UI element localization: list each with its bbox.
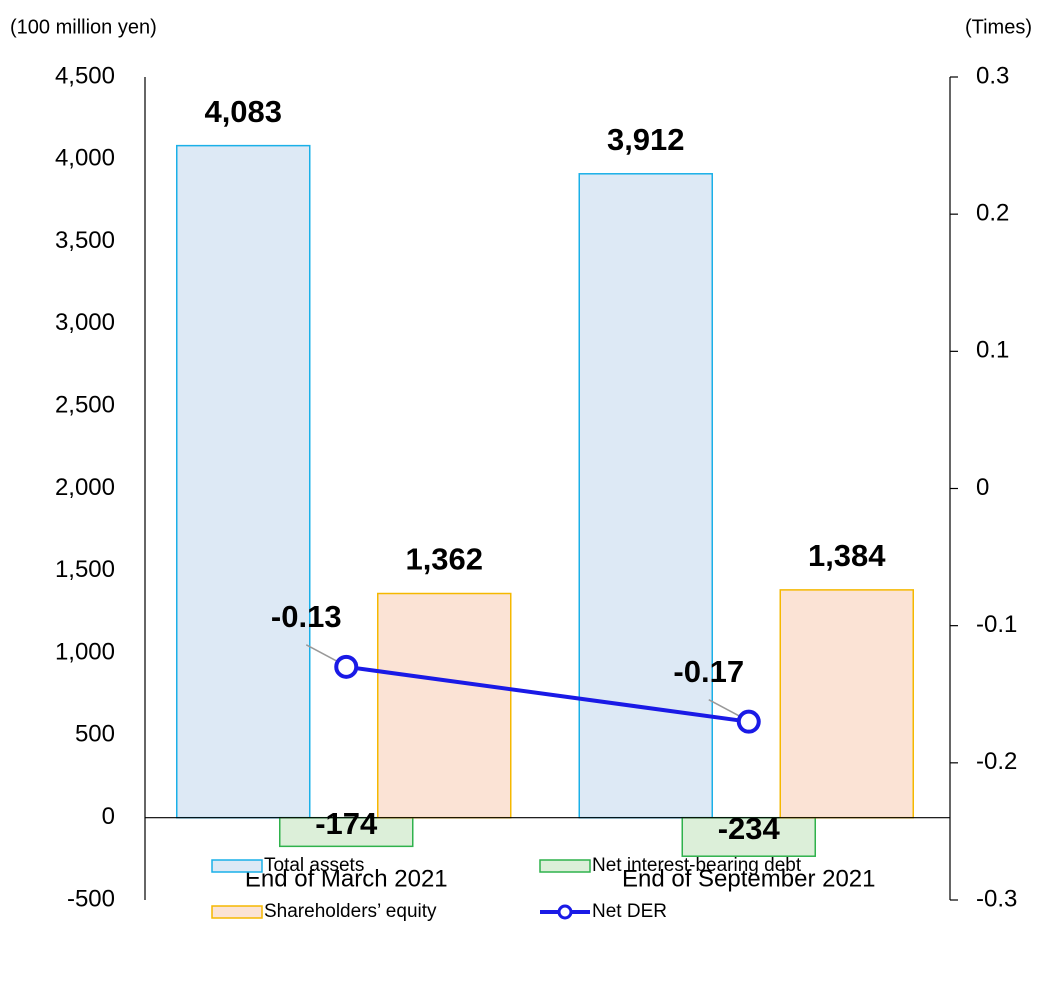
x-tick-label: End of March 2021 [245,865,448,892]
y2-tick-label: -0.3 [976,885,1017,912]
y2-tick-label: 0 [976,474,989,501]
y-tick-label: 2,000 [55,474,115,501]
y-tick-label: 500 [75,721,115,748]
y-tick-label: 3,000 [55,309,115,336]
leader-line [305,644,337,662]
y2-tick-label: 0.1 [976,337,1009,364]
bar [578,173,713,819]
y2-tick-label: 0.3 [976,62,1009,89]
y-tick-label: 3,500 [55,227,115,254]
legend-label: Total assets [264,855,364,876]
data-label: -174 [315,806,378,841]
y2-tick-label: -0.1 [976,611,1017,638]
legend-label: Net interest-bearing debt [592,855,802,876]
y2-axis-label: (Times) [965,16,1032,38]
data-label: 4,083 [204,94,282,129]
legend-swatch [557,904,573,920]
y-tick-label: 2,500 [55,392,115,419]
y-tick-label: -500 [67,885,115,912]
y-tick-label: 4,500 [55,62,115,89]
y-tick-label: 1,500 [55,556,115,583]
y-axis-label: (100 million yen) [10,16,157,38]
legend-swatch [211,859,263,873]
legend-label: Shareholders’ equity [264,901,437,922]
legend-swatch [539,859,591,873]
y2-tick-label: -0.2 [976,748,1017,775]
data-label: 3,912 [607,122,685,157]
data-label: 1,362 [405,542,483,577]
line-point [736,709,761,734]
line-point [334,654,359,679]
line [345,664,750,724]
y-tick-label: 4,000 [55,145,115,172]
data-label: 1,384 [808,538,886,573]
data-label: -0.13 [271,599,342,634]
data-label: -234 [718,811,781,846]
legend-label: Net DER [592,901,667,922]
y2-tick-label: 0.2 [976,200,1009,227]
data-label: -0.17 [673,654,744,689]
y-tick-label: 1,000 [55,638,115,665]
x-tick-label: End of September 2021 [622,865,876,892]
legend-swatch [211,905,263,919]
bar [377,592,512,819]
leader-line [708,699,740,717]
y-tick-label: 0 [102,803,115,830]
bar [176,144,311,819]
bar [779,589,914,819]
bar [681,816,816,857]
